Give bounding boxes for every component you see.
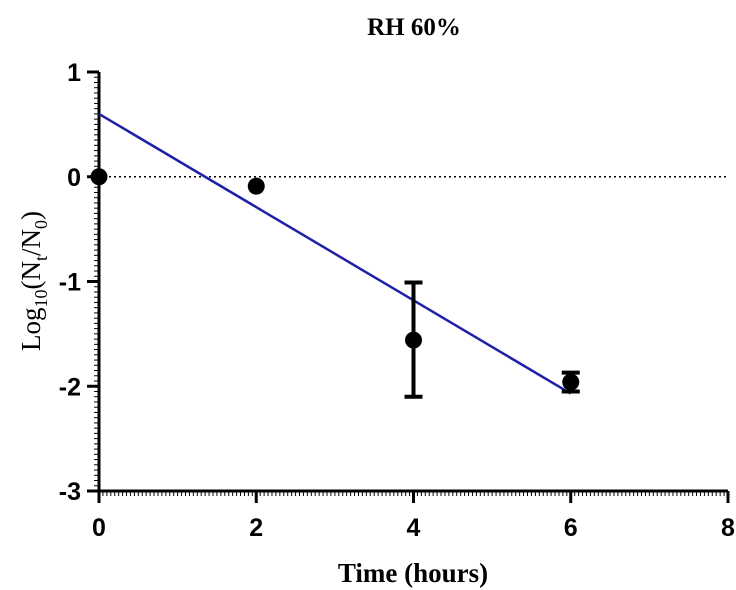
x-tick-label: 2 [249, 514, 263, 542]
y-tick-label: 1 [67, 59, 81, 87]
data-points [90, 168, 580, 391]
y-label-open: (N [16, 261, 46, 290]
data-point [562, 373, 580, 391]
data-point [90, 168, 108, 186]
y-tick-label: -3 [59, 478, 81, 506]
y-tick-label: 0 [67, 164, 81, 192]
axes [87, 70, 730, 503]
y-axis-label: Log10(Nt/N0) [16, 211, 51, 351]
y-label-denom-sub: 0 [31, 220, 51, 229]
y-label-base: Log [16, 308, 46, 352]
chart-title: RH 60% [367, 14, 461, 41]
fit-line [98, 112, 572, 395]
fit-line-group [98, 112, 572, 395]
y-tick-label: -1 [59, 269, 81, 297]
x-tick-label: 6 [564, 514, 578, 542]
y-label-base-sub: 10 [31, 290, 51, 308]
y-label-close: ) [16, 211, 46, 220]
x-axis-label: Time (hours) [338, 558, 488, 588]
x-tick-label: 8 [721, 514, 735, 542]
x-tick-label: 4 [407, 514, 421, 542]
tick-labels: 1 0 -1 -2 -3 0 2 4 6 8 [59, 59, 735, 542]
y-label-mid: /N [16, 229, 46, 256]
error-bars [404, 280, 580, 399]
data-point [405, 331, 422, 349]
x-tick-label: 0 [92, 514, 106, 542]
y-tick-label: -2 [59, 373, 81, 401]
y-label-numer-sub: t [31, 256, 51, 261]
data-point [247, 177, 265, 195]
